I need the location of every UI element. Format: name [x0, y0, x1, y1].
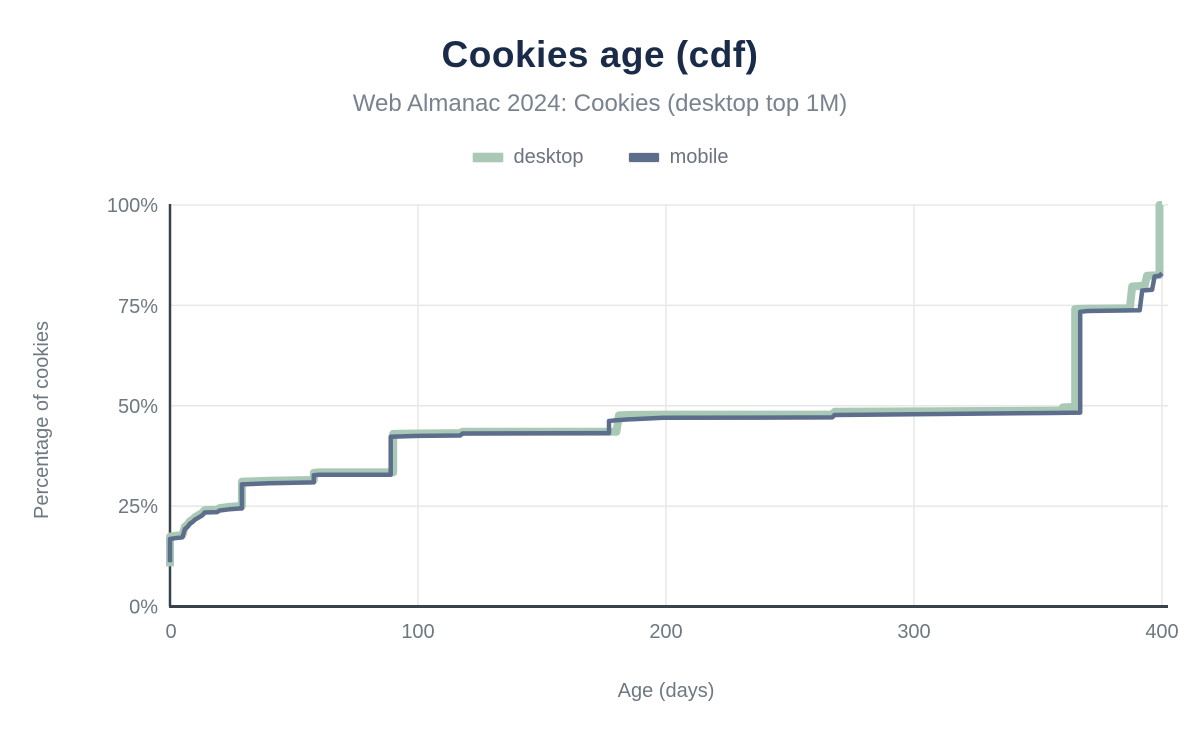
legend-label-mobile: mobile [669, 146, 729, 168]
x-tick-label: 200 [649, 621, 682, 643]
y-tick-label: 25% [118, 496, 158, 518]
series-lines [166, 201, 1164, 567]
gridlines [170, 204, 1168, 607]
x-tick-label: 400 [1145, 621, 1178, 643]
legend-label-desktop: desktop [513, 146, 584, 168]
y-tick-label: 100% [107, 195, 158, 217]
legend-item-desktop[interactable]: desktop [471, 146, 584, 169]
x-tick-label: 100 [401, 621, 434, 643]
page-subtitle: Web Almanac 2024: Cookies (desktop top 1… [352, 90, 848, 117]
y-tick-label: 50% [118, 396, 158, 418]
legend-item-mobile[interactable]: mobile [627, 146, 729, 169]
desktop-series-swatch-icon [471, 152, 504, 163]
mobile-series-line[interactable] [167, 271, 1164, 563]
chart-legend: desktop mobile [0, 146, 1200, 169]
y-axis-title: Percentage of cookies [31, 321, 53, 519]
x-tick-label: 300 [897, 621, 930, 643]
x-tick-label: 0 [165, 621, 176, 643]
y-tick-label: 75% [118, 296, 158, 318]
y-tick-label: 0% [129, 597, 158, 619]
mobile-series-swatch-icon [627, 152, 660, 163]
x-axis-title: Age (days) [618, 680, 715, 702]
page-title: Cookies age (cdf) [441, 34, 759, 75]
